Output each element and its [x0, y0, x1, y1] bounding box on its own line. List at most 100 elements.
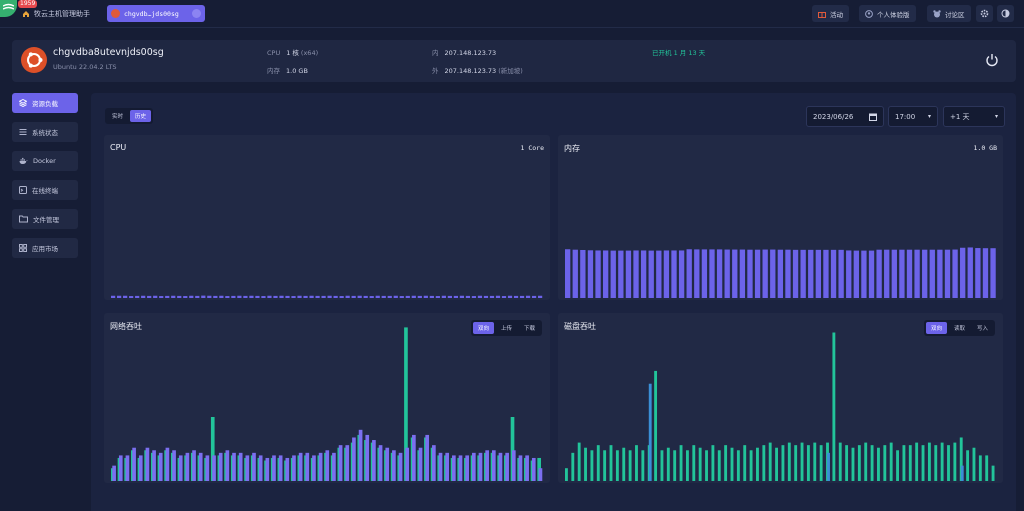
- chart-bar-写入-42: [832, 332, 836, 481]
- chart-bar-写入-11: [635, 445, 638, 481]
- disk-read-tab[interactable]: 读取: [953, 326, 965, 332]
- chart-bar-CPU-61: [477, 295, 483, 298]
- user-circle-icon: [865, 9, 873, 18]
- chart-bar-下载-61: [518, 455, 523, 481]
- chart-bar-CPU-13: [189, 295, 194, 298]
- chart-bar-下载-42: [392, 450, 396, 481]
- sidebar-item-docker[interactable]: Docker: [12, 151, 78, 171]
- cpu-arch: (x64): [300, 49, 319, 57]
- chart-bar-下载-21: [252, 452, 256, 481]
- chart-bar-写入-43: [838, 442, 842, 481]
- chart-bar-下载-6: [152, 450, 156, 481]
- chart-bar-下载-27: [292, 455, 296, 481]
- disk-write-tab[interactable]: 写入: [976, 326, 988, 332]
- chart-bar-CPU-19: [225, 296, 230, 298]
- app-logo-icon[interactable]: [0, 0, 17, 17]
- chart-bar-下载-34: [338, 445, 343, 481]
- cpu-chart-title: CPU: [110, 143, 127, 152]
- chart-bar-内存-28: [777, 249, 784, 298]
- close-tab-icon[interactable]: [192, 9, 201, 18]
- ubuntu-logo-icon: [21, 47, 47, 73]
- chart-bar-写入-34: [781, 445, 785, 481]
- sidebar-item-label: 应用市场: [32, 245, 58, 253]
- chart-bar-内存-38: [853, 250, 859, 298]
- cpu-chart: [111, 295, 543, 298]
- disk-panel: 磁盘吞吐 双向 读取 写入: [558, 313, 1003, 483]
- settings-button[interactable]: [976, 5, 993, 22]
- theme-icon: [1001, 9, 1010, 18]
- theme-toggle-button[interactable]: [997, 5, 1014, 22]
- chart-bar-写入-33: [775, 447, 778, 481]
- chart-bar-内存-41: [876, 249, 882, 298]
- chart-bar-内存-26: [762, 249, 768, 298]
- network-upload-tab[interactable]: 上传: [500, 326, 512, 332]
- chart-bar-CPU-59: [465, 295, 471, 298]
- chart-bar-下载-13: [198, 452, 203, 481]
- chart-bar-写入-0: [565, 468, 568, 481]
- chart-bar-写入-47: [864, 442, 868, 481]
- chart-bar-内存-42: [884, 249, 890, 298]
- host-tab[interactable]: chgvdb…jds00sg: [107, 5, 205, 22]
- chart-bar-内存-49: [937, 249, 943, 298]
- chart-bar-写入-52: [896, 450, 899, 481]
- chart-bar-CPU-20: [231, 295, 236, 298]
- range-value: +1 天: [950, 112, 970, 121]
- chart-bar-CPU-52: [423, 295, 428, 298]
- chart-bar-CPU-51: [417, 295, 422, 298]
- apps-icon: [19, 244, 27, 252]
- network-mode-toggle: 双向 上传 下载: [470, 320, 542, 336]
- chart-bar-内存-22: [732, 249, 738, 298]
- chart-bar-内存-13: [663, 250, 670, 298]
- network-both-tab[interactable]: 双向: [472, 322, 494, 334]
- chart-bar-写入-22: [705, 450, 708, 481]
- chart-bar-写入-46: [857, 445, 861, 481]
- chart-bar-写入-2: [577, 442, 581, 481]
- sidebar-item-app-market[interactable]: 应用市场: [12, 238, 78, 258]
- chart-bar-CPU-62: [483, 295, 489, 298]
- sidebar-item-terminal[interactable]: 在线终端: [12, 180, 78, 200]
- chart-bar-写入-35: [787, 442, 791, 481]
- chart-bar-下载-14: [205, 455, 210, 481]
- chart-bar-CPU-16: [207, 295, 212, 298]
- network-chart: [111, 327, 543, 481]
- external-ip[interactable]: 207.148.123.73: [444, 67, 497, 75]
- chart-bar-CPU-44: [375, 295, 380, 298]
- notification-badge[interactable]: 1959: [18, 0, 38, 8]
- internal-ip[interactable]: 207.148.123.73: [444, 49, 497, 57]
- sidebar-item-file-manager[interactable]: 文件管理: [12, 209, 78, 229]
- chart-bar-内存-14: [671, 250, 677, 298]
- disk-both-tab[interactable]: 双向: [925, 322, 947, 334]
- sidebar-item-resource-load[interactable]: 资源负载: [12, 93, 78, 113]
- chart-bar-写入-26: [730, 447, 734, 481]
- chart-bar-CPU-31: [297, 295, 302, 298]
- date-picker[interactable]: 2023/06/26: [806, 106, 884, 127]
- network-download-tab[interactable]: 下载: [523, 326, 535, 332]
- chart-bar-写入-66: [985, 455, 989, 481]
- chart-bar-内存-20: [716, 249, 723, 298]
- range-select[interactable]: +1 天 ▾: [943, 106, 1005, 127]
- chart-bar-下载-58: [498, 452, 503, 481]
- time-select[interactable]: 17:00 ▾: [888, 106, 938, 127]
- chart-bar-上传-15: [210, 417, 215, 481]
- chart-bar-CPU-11: [177, 295, 182, 298]
- host-name: chgvdba8utevnjds00sg: [53, 47, 164, 58]
- sidebar-item-system-status[interactable]: 系统状态: [12, 122, 78, 142]
- chart-bar-CPU-68: [519, 295, 525, 298]
- chart-bar-内存-37: [846, 250, 852, 298]
- chart-bar-下载-2: [125, 455, 130, 481]
- chart-bar-CPU-39: [345, 295, 350, 298]
- chart-bar-写入-63: [966, 450, 970, 481]
- power-button[interactable]: [985, 53, 999, 69]
- personal-edition-button[interactable]: 个人体验版: [859, 5, 916, 22]
- home-tab[interactable]: 牧云主机管理助手: [22, 8, 90, 20]
- history-tab[interactable]: 历史: [130, 110, 152, 122]
- chart-bar-下载-3: [132, 447, 136, 481]
- chart-bar-内存-2: [580, 250, 586, 298]
- internal-ip-label: 内: [432, 49, 439, 57]
- chart-bar-CPU-32: [303, 295, 308, 298]
- chart-bar-CPU-53: [429, 295, 434, 298]
- realtime-tab[interactable]: 实时: [112, 114, 124, 120]
- forum-button[interactable]: 讨论区: [927, 5, 971, 22]
- disk-chart: [565, 332, 995, 481]
- activity-button[interactable]: 活动: [812, 5, 849, 22]
